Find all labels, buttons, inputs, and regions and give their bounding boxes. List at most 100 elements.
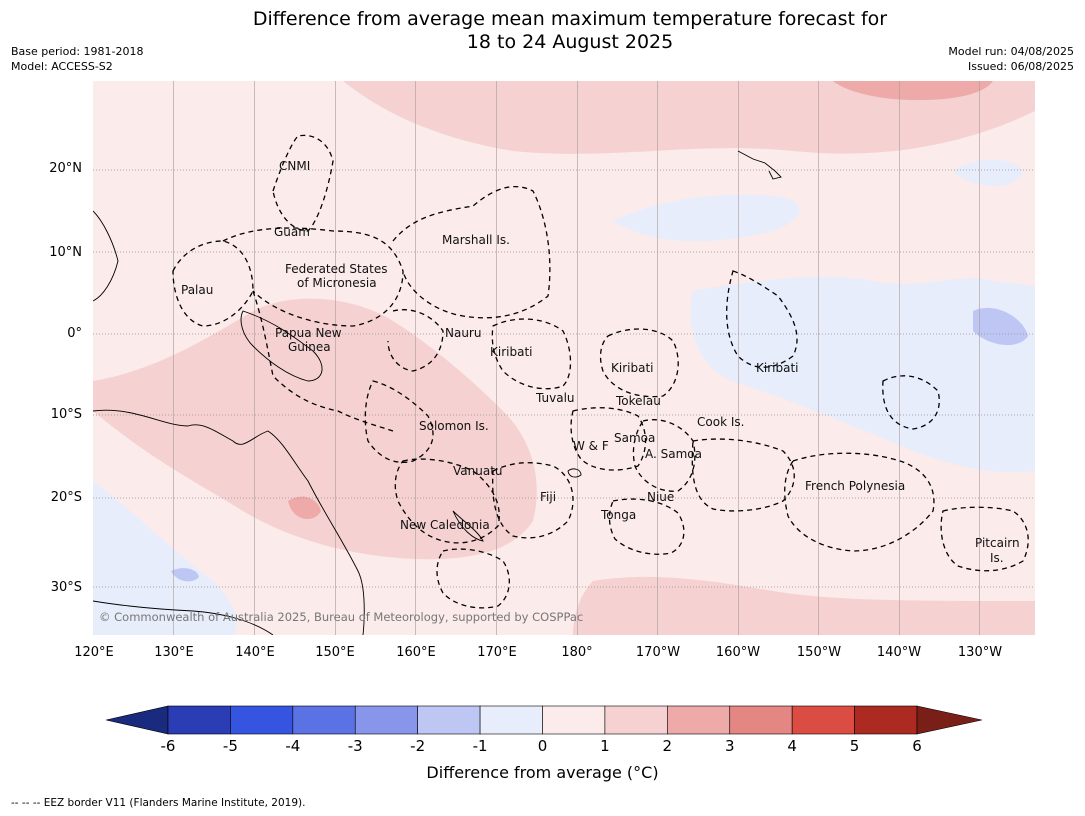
lon-label-120e: 120°E bbox=[74, 645, 114, 660]
label-vanuatu: Vanuatu bbox=[453, 464, 503, 478]
chart-title: Difference from average mean maximum tem… bbox=[0, 8, 1085, 54]
graticule bbox=[173, 81, 980, 635]
colorbar-swatch bbox=[729, 705, 793, 735]
colorbar-tick-label: 1 bbox=[600, 737, 610, 755]
label-tonga: Tonga bbox=[600, 508, 636, 522]
lat-label-10s: 10°S bbox=[50, 407, 82, 422]
colorbar-tick-label: 3 bbox=[724, 737, 735, 755]
label-marshall: Marshall Is. bbox=[442, 233, 510, 247]
label-palau: Palau bbox=[181, 283, 213, 297]
colorbar-swatch bbox=[230, 705, 294, 735]
lon-label-140w: 140°W bbox=[876, 645, 922, 660]
lon-label-150e: 150°E bbox=[315, 645, 355, 660]
label-fiji: Fiji bbox=[540, 490, 556, 504]
cool-anomaly-east-core bbox=[973, 307, 1028, 346]
label-french-polynesia: French Polynesia bbox=[805, 479, 905, 493]
cool-anomaly-southwest bbox=[93, 481, 237, 635]
colorbar-swatch bbox=[292, 705, 356, 735]
cool-anomaly-hawaii bbox=[953, 159, 1023, 186]
title-line-2: 18 to 24 August 2025 bbox=[466, 31, 674, 53]
label-guam: Guam bbox=[274, 225, 310, 239]
copyright-notice: © Commonwealth of Australia 2025, Bureau… bbox=[99, 610, 583, 624]
meta-right: Model run: 04/08/2025 Issued: 06/08/2025 bbox=[948, 44, 1074, 74]
warm-anomaly-west bbox=[93, 298, 537, 560]
lat-label-20s: 20°S bbox=[50, 490, 82, 505]
colorbar-label: Difference from average (°C) bbox=[426, 763, 659, 782]
warm-anomaly-north-core bbox=[833, 81, 993, 101]
cool-anomaly-southwest-core bbox=[171, 568, 199, 582]
label-new-caledonia: New Caledonia bbox=[400, 518, 490, 532]
lon-label-150w: 150°W bbox=[796, 645, 842, 660]
label-cnmi: CNMI bbox=[279, 159, 310, 173]
lon-label-160e: 160°E bbox=[396, 645, 436, 660]
model-run: Model run: 04/08/2025 bbox=[948, 45, 1074, 58]
hawaii-coast bbox=[737, 150, 782, 180]
label-nauru: Nauru bbox=[445, 326, 481, 340]
label-cook: Cook Is. bbox=[697, 415, 744, 429]
nz-coast bbox=[93, 600, 274, 635]
colorbar-swatch bbox=[479, 705, 543, 735]
lon-label-130w: 130°W bbox=[957, 645, 1003, 660]
lon-label-160w: 160°W bbox=[715, 645, 761, 660]
colorbar-tick-label: 5 bbox=[849, 737, 860, 755]
title-line-1: Difference from average mean maximum tem… bbox=[252, 8, 888, 30]
label-tuvalu: Tuvalu bbox=[535, 391, 575, 405]
eez-footnote: -- -- -- EEZ border V11 (Flanders Marine… bbox=[11, 797, 306, 809]
colorbar-tick-label: -4 bbox=[285, 737, 301, 755]
colorbar-swatch bbox=[167, 705, 231, 735]
colorbar-under-arrow bbox=[106, 705, 169, 735]
lat-label-20n: 20°N bbox=[49, 161, 82, 176]
label-kiribati-west: Kiribati bbox=[490, 345, 532, 359]
model-name: Model: ACCESS-S2 bbox=[11, 60, 113, 73]
lon-label-180: 180° bbox=[561, 645, 593, 660]
meta-left: Base period: 1981-2018 Model: ACCESS-S2 bbox=[11, 44, 143, 74]
colorbar-tick-label: 0 bbox=[537, 737, 548, 755]
label-png-2: Guinea bbox=[288, 340, 331, 354]
label-pitcairn-1: Pitcairn bbox=[975, 536, 1020, 550]
forecast-map: CNMI Guam Marshall Is. Federated States … bbox=[93, 81, 1035, 635]
label-fsm-2: of Micronesia bbox=[297, 276, 377, 290]
map-svg: CNMI Guam Marshall Is. Federated States … bbox=[93, 81, 1035, 635]
warm-anomaly-core bbox=[288, 496, 321, 520]
coastlines bbox=[93, 150, 782, 635]
lat-label-10n: 10°N bbox=[49, 245, 82, 260]
colorbar-swatch bbox=[354, 705, 418, 735]
warm-anomaly-north bbox=[343, 81, 1035, 154]
label-niue: Niue bbox=[647, 490, 674, 504]
new-guinea-coast bbox=[240, 310, 323, 382]
colorbar-swatch bbox=[667, 705, 731, 735]
lon-label-170e: 170°E bbox=[477, 645, 517, 660]
philippines-coast bbox=[93, 210, 119, 302]
new-caledonia-coast bbox=[452, 510, 484, 542]
colorbar-swatch bbox=[542, 705, 606, 735]
colorbar-tick-label: 2 bbox=[662, 737, 673, 755]
colorbar-tick-label: -1 bbox=[472, 737, 488, 755]
label-pitcairn-2: Is. bbox=[990, 551, 1004, 565]
warm-anomaly-east-south bbox=[573, 576, 1035, 635]
label-png-1: Papua New bbox=[275, 326, 342, 340]
cool-anomaly-northeast bbox=[613, 194, 800, 242]
label-kiribati-east: Kiribati bbox=[756, 361, 798, 375]
label-kiribati-central: Kiribati bbox=[611, 361, 653, 375]
label-tokelau: Tokelau bbox=[615, 394, 661, 408]
eez-borders bbox=[172, 134, 1029, 609]
colorbar-tick-label: -6 bbox=[160, 737, 176, 755]
colorbar-tick-label: 4 bbox=[787, 737, 797, 755]
lat-label-0: 0° bbox=[67, 326, 82, 341]
region-labels: CNMI Guam Marshall Is. Federated States … bbox=[181, 159, 1020, 565]
colorbar-swatch bbox=[604, 705, 668, 735]
fiji-coast bbox=[567, 468, 582, 478]
colorbar-swatch bbox=[854, 705, 918, 735]
colorbar-swatch bbox=[791, 705, 855, 735]
label-fsm-1: Federated States bbox=[285, 262, 387, 276]
label-wf: W & F bbox=[573, 439, 609, 453]
label-american-samoa: A. Samoa bbox=[645, 447, 702, 461]
colorbar-tick-label: 6 bbox=[912, 737, 922, 755]
label-samoa: Samoa bbox=[614, 431, 655, 445]
lon-label-140e: 140°E bbox=[235, 645, 275, 660]
colorbar bbox=[106, 705, 982, 735]
colorbar-over-arrow bbox=[916, 705, 982, 735]
base-period: Base period: 1981-2018 bbox=[11, 45, 144, 58]
lon-label-170w: 170°W bbox=[635, 645, 681, 660]
lon-label-130e: 130°E bbox=[154, 645, 194, 660]
